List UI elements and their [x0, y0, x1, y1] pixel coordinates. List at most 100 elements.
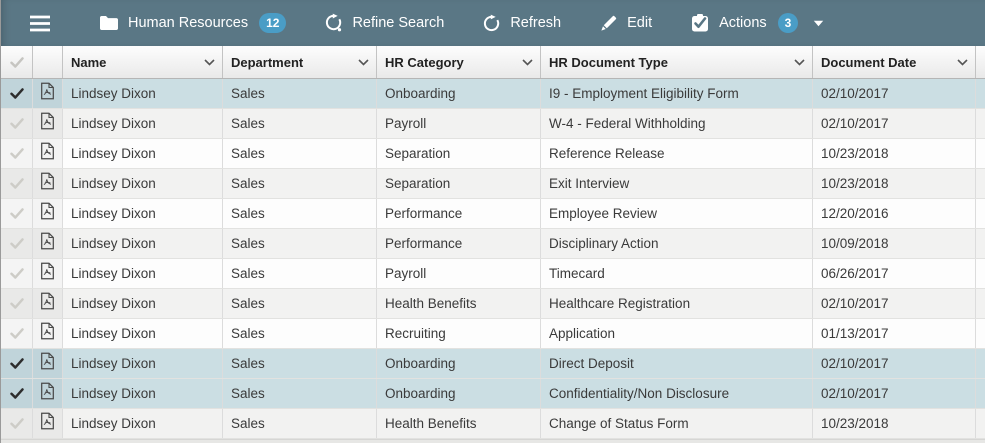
cell-document-date: 01/13/2017 — [813, 319, 976, 348]
cell-hr-document-type: Healthcare Registration — [541, 289, 813, 318]
column-header-department[interactable]: Department — [223, 46, 377, 78]
hamburger-menu-button[interactable] — [25, 9, 55, 38]
table-row[interactable]: Lindsey Dixon Sales Payroll Timecard 06/… — [1, 259, 985, 289]
cell-document-date: 02/10/2017 — [813, 79, 976, 108]
cell-department: Sales — [223, 259, 377, 288]
cell-name: Lindsey Dixon — [63, 409, 223, 438]
cell-hr-category: Separation — [377, 139, 541, 168]
caret-down-icon — [813, 20, 824, 27]
check-icon — [9, 208, 24, 219]
refine-search-button[interactable]: Refine Search — [320, 7, 448, 39]
cell-document-date: 06/26/2017 — [813, 259, 976, 288]
table-row[interactable]: Lindsey Dixon Sales Health Benefits Heal… — [1, 289, 985, 319]
row-checkbox[interactable] — [1, 79, 33, 108]
cell-hr-document-type: Change of Status Form — [541, 409, 813, 438]
table-row[interactable]: Lindsey Dixon Sales Health Benefits Chan… — [1, 409, 985, 439]
cell-hr-category: Payroll — [377, 109, 541, 138]
cell-document-date: 12/20/2016 — [813, 199, 976, 228]
row-file-type-cell — [33, 169, 63, 198]
cell-name: Lindsey Dixon — [63, 199, 223, 228]
chevron-down-icon[interactable] — [356, 57, 371, 68]
hamburger-icon — [29, 15, 51, 32]
column-header-label: HR Document Type — [549, 54, 668, 70]
row-file-type-cell — [33, 79, 63, 108]
cell-name: Lindsey Dixon — [63, 289, 223, 318]
cell-hr-category: Payroll — [377, 259, 541, 288]
cell-document-date: 02/10/2017 — [813, 109, 976, 138]
row-spacer — [976, 109, 985, 138]
cell-hr-category: Separation — [377, 169, 541, 198]
row-checkbox[interactable] — [1, 319, 33, 348]
table-row[interactable]: Lindsey Dixon Sales Onboarding Direct De… — [1, 349, 985, 379]
cell-document-date: 10/09/2018 — [813, 229, 976, 258]
row-spacer — [976, 169, 985, 198]
cell-department: Sales — [223, 79, 377, 108]
table-row[interactable]: Lindsey Dixon Sales Performance Discipli… — [1, 229, 985, 259]
row-checkbox[interactable] — [1, 169, 33, 198]
row-checkbox[interactable] — [1, 409, 33, 438]
cell-department: Sales — [223, 409, 377, 438]
table-row[interactable]: Lindsey Dixon Sales Performance Employee… — [1, 199, 985, 229]
column-header-label: Name — [71, 54, 107, 70]
cell-name: Lindsey Dixon — [63, 169, 223, 198]
cell-document-date: 10/23/2018 — [813, 169, 976, 198]
refine-search-label: Refine Search — [352, 15, 445, 31]
cell-hr-category: Onboarding — [377, 79, 541, 108]
cell-name: Lindsey Dixon — [63, 349, 223, 378]
row-checkbox[interactable] — [1, 379, 33, 408]
cell-document-date: 10/23/2018 — [813, 409, 976, 438]
chevron-down-icon[interactable] — [520, 57, 535, 68]
actions-button[interactable]: Actions 3 — [686, 7, 828, 39]
row-spacer — [976, 349, 985, 378]
row-checkbox[interactable] — [1, 109, 33, 138]
table-row[interactable]: Lindsey Dixon Sales Onboarding I9 - Empl… — [1, 79, 985, 109]
table-row[interactable]: Lindsey Dixon Sales Onboarding Confident… — [1, 379, 985, 409]
pdf-document-icon — [40, 262, 55, 285]
check-icon — [9, 88, 24, 99]
table-row[interactable]: Lindsey Dixon Sales Recruiting Applicati… — [1, 319, 985, 349]
header-spacer — [976, 46, 985, 78]
chevron-down-icon[interactable] — [792, 57, 807, 68]
column-header-hr-document-type[interactable]: HR Document Type — [541, 46, 813, 78]
row-spacer — [976, 319, 985, 348]
cell-document-date: 10/23/2018 — [813, 139, 976, 168]
cell-document-date: 02/10/2017 — [813, 289, 976, 318]
cell-name: Lindsey Dixon — [63, 259, 223, 288]
documents-table: Name Department HR Category HR Document … — [1, 46, 985, 443]
folder-label: Human Resources — [128, 15, 249, 31]
table-row[interactable]: Lindsey Dixon Sales Payroll W-4 - Federa… — [1, 109, 985, 139]
pdf-document-icon — [40, 82, 55, 105]
cell-department: Sales — [223, 379, 377, 408]
pdf-document-icon — [40, 232, 55, 255]
row-checkbox[interactable] — [1, 289, 33, 318]
folder-count-badge: 12 — [259, 13, 287, 33]
row-checkbox[interactable] — [1, 259, 33, 288]
column-header-hr-category[interactable]: HR Category — [377, 46, 541, 78]
check-icon — [9, 388, 24, 399]
row-checkbox[interactable] — [1, 199, 33, 228]
cell-hr-category: Health Benefits — [377, 289, 541, 318]
row-spacer — [976, 199, 985, 228]
row-checkbox[interactable] — [1, 139, 33, 168]
column-header-document-date[interactable]: Document Date — [813, 46, 976, 78]
table-body: Lindsey Dixon Sales Onboarding I9 - Empl… — [1, 79, 985, 439]
column-header-name[interactable]: Name — [63, 46, 223, 78]
check-icon — [9, 118, 24, 129]
row-checkbox[interactable] — [1, 349, 33, 378]
cell-hr-category: Health Benefits — [377, 409, 541, 438]
table-row[interactable]: Lindsey Dixon Sales Separation Reference… — [1, 139, 985, 169]
actions-label: Actions — [719, 15, 767, 31]
refresh-button[interactable]: Refresh — [478, 8, 565, 39]
chevron-down-icon[interactable] — [955, 57, 970, 68]
cell-department: Sales — [223, 289, 377, 318]
chevron-down-icon[interactable] — [202, 57, 217, 68]
current-folder-button[interactable]: Human Resources 12 — [95, 7, 290, 39]
select-all-checkbox[interactable] — [1, 46, 33, 78]
edit-button[interactable]: Edit — [595, 8, 656, 39]
cell-department: Sales — [223, 139, 377, 168]
column-header-label: HR Category — [385, 54, 464, 70]
row-checkbox[interactable] — [1, 229, 33, 258]
cell-hr-document-type: Exit Interview — [541, 169, 813, 198]
table-row[interactable]: Lindsey Dixon Sales Separation Exit Inte… — [1, 169, 985, 199]
